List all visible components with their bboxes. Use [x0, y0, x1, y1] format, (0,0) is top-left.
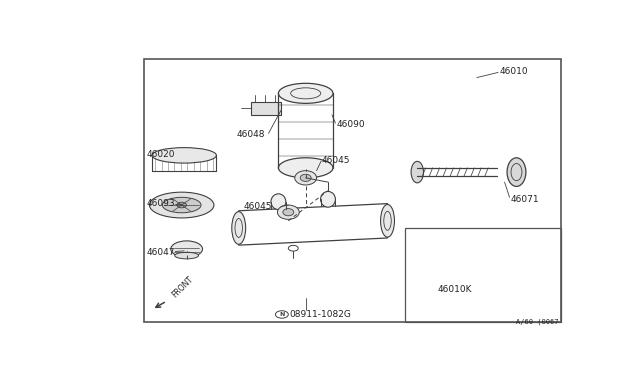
Text: 46020: 46020 — [147, 150, 175, 158]
Ellipse shape — [171, 241, 202, 257]
Ellipse shape — [411, 161, 424, 183]
Ellipse shape — [163, 197, 201, 213]
Text: 46045: 46045 — [244, 202, 272, 211]
Bar — [251, 102, 281, 115]
Ellipse shape — [283, 209, 294, 216]
Text: 46071: 46071 — [511, 195, 539, 204]
Ellipse shape — [295, 171, 317, 185]
Text: 46048: 46048 — [236, 130, 265, 140]
Ellipse shape — [150, 192, 214, 218]
Ellipse shape — [277, 205, 300, 219]
Text: 46045: 46045 — [322, 156, 351, 165]
Ellipse shape — [278, 83, 333, 103]
Ellipse shape — [232, 212, 246, 244]
Ellipse shape — [278, 158, 333, 178]
Text: 46093: 46093 — [147, 199, 175, 208]
Text: 46047: 46047 — [147, 248, 175, 257]
Text: 08911-1082G: 08911-1082G — [290, 310, 352, 319]
Ellipse shape — [321, 192, 335, 207]
Ellipse shape — [300, 174, 311, 182]
Ellipse shape — [175, 252, 198, 259]
Text: FRONT: FRONT — [170, 274, 195, 299]
Ellipse shape — [271, 194, 286, 209]
Ellipse shape — [381, 205, 394, 237]
Circle shape — [177, 202, 186, 208]
Text: N: N — [279, 312, 285, 317]
Text: 46090: 46090 — [337, 121, 365, 129]
Bar — [405, 228, 561, 323]
Ellipse shape — [152, 148, 216, 163]
Text: A/60 (0067: A/60 (0067 — [516, 318, 559, 325]
Ellipse shape — [507, 158, 526, 186]
Text: 46010K: 46010K — [437, 285, 472, 294]
Text: 46010: 46010 — [499, 67, 528, 76]
